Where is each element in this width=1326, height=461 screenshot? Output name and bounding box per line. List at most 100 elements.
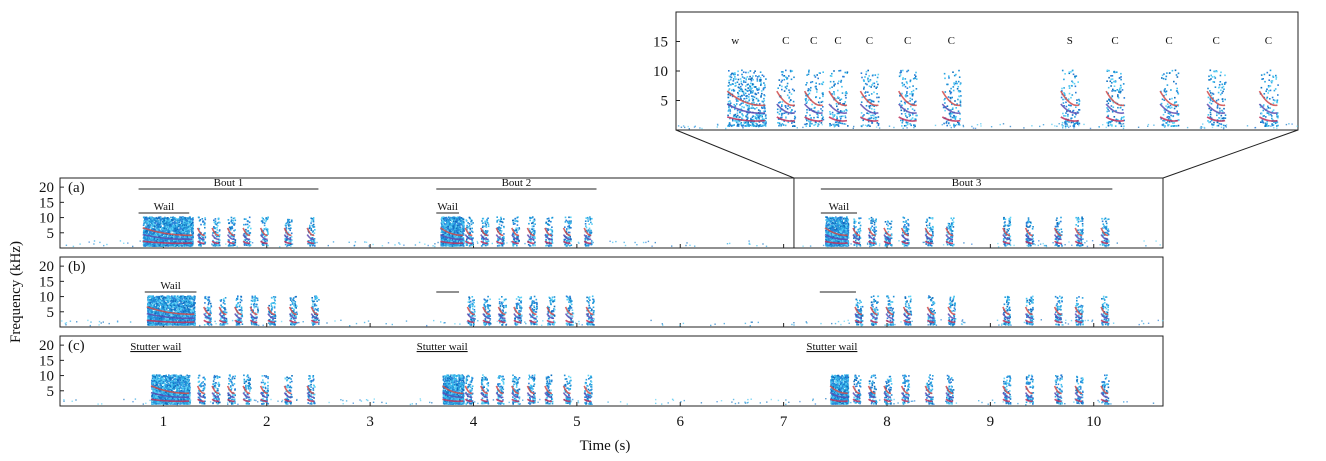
noise: [1092, 240, 1093, 241]
energy: [187, 217, 189, 219]
energy: [485, 230, 487, 232]
energy: [153, 245, 155, 247]
noise: [398, 242, 399, 243]
noise: [316, 242, 317, 243]
noise: [1100, 244, 1101, 245]
energy: [231, 217, 233, 219]
energy: [843, 231, 845, 233]
energy: [547, 218, 549, 220]
energy: [182, 227, 184, 229]
noise: [1071, 245, 1072, 246]
energy: [235, 241, 237, 243]
energy: [826, 239, 828, 241]
noise: [651, 246, 652, 247]
energy: [202, 221, 204, 223]
call-energy: [261, 217, 269, 247]
call-energy: [465, 217, 474, 247]
energy: [152, 238, 154, 240]
energy: [156, 218, 158, 220]
energy: [462, 230, 464, 232]
energy: [585, 217, 587, 219]
noise: [943, 244, 944, 245]
noise: [1068, 241, 1069, 242]
energy: [147, 227, 149, 229]
energy: [532, 216, 534, 218]
energy: [847, 244, 849, 246]
noise: [524, 243, 525, 244]
energy: [514, 240, 516, 242]
energy: [185, 229, 187, 231]
energy: [485, 245, 487, 247]
energy: [591, 218, 593, 220]
energy: [447, 244, 449, 246]
energy: [152, 245, 154, 247]
energy: [840, 221, 842, 223]
energy: [835, 225, 837, 227]
noise: [140, 240, 141, 241]
energy: [569, 223, 571, 225]
energy: [160, 218, 162, 220]
energy: [228, 219, 230, 221]
energy: [155, 244, 157, 246]
energy: [550, 221, 552, 223]
energy: [311, 220, 313, 222]
energy: [840, 217, 842, 219]
noise: [333, 241, 334, 242]
noise: [694, 246, 695, 247]
energy: [152, 219, 154, 221]
energy: [483, 218, 485, 220]
energy: [219, 222, 221, 224]
energy: [462, 233, 464, 235]
energy: [838, 227, 840, 229]
energy: [213, 245, 215, 247]
energy: [147, 225, 149, 227]
noise: [1086, 240, 1087, 241]
energy: [250, 244, 252, 246]
energy: [547, 224, 549, 226]
energy: [181, 245, 183, 247]
energy: [176, 229, 178, 231]
noise: [1064, 244, 1065, 245]
energy: [190, 224, 192, 226]
energy: [568, 217, 570, 219]
energy: [496, 221, 498, 223]
noise: [349, 242, 350, 243]
noise: [132, 246, 133, 247]
energy: [160, 233, 162, 235]
energy: [530, 240, 532, 242]
noise: [593, 242, 594, 243]
call-energy: [496, 216, 505, 246]
energy: [441, 239, 443, 241]
energy: [470, 236, 472, 238]
energy: [179, 225, 181, 227]
energy: [533, 245, 535, 247]
energy: [566, 240, 568, 242]
energy: [834, 230, 836, 232]
energy: [848, 232, 850, 234]
energy: [159, 239, 161, 241]
energy: [485, 232, 487, 234]
noise: [432, 245, 433, 246]
energy: [448, 216, 450, 218]
energy: [244, 218, 246, 220]
energy: [468, 227, 470, 229]
energy: [182, 217, 184, 219]
energy: [529, 239, 531, 241]
y-tick-label: 20: [39, 180, 54, 196]
energy: [838, 220, 840, 222]
energy: [310, 222, 312, 224]
energy: [534, 232, 536, 234]
noise: [686, 242, 687, 243]
energy: [454, 218, 456, 220]
energy: [545, 239, 547, 241]
energy: [235, 240, 237, 242]
energy: [314, 232, 316, 234]
call-energy: [228, 217, 237, 247]
energy: [167, 219, 169, 221]
energy: [185, 241, 187, 243]
energy: [162, 239, 164, 241]
energy: [177, 231, 179, 233]
energy: [443, 218, 445, 220]
energy: [149, 226, 151, 228]
energy: [285, 244, 287, 246]
